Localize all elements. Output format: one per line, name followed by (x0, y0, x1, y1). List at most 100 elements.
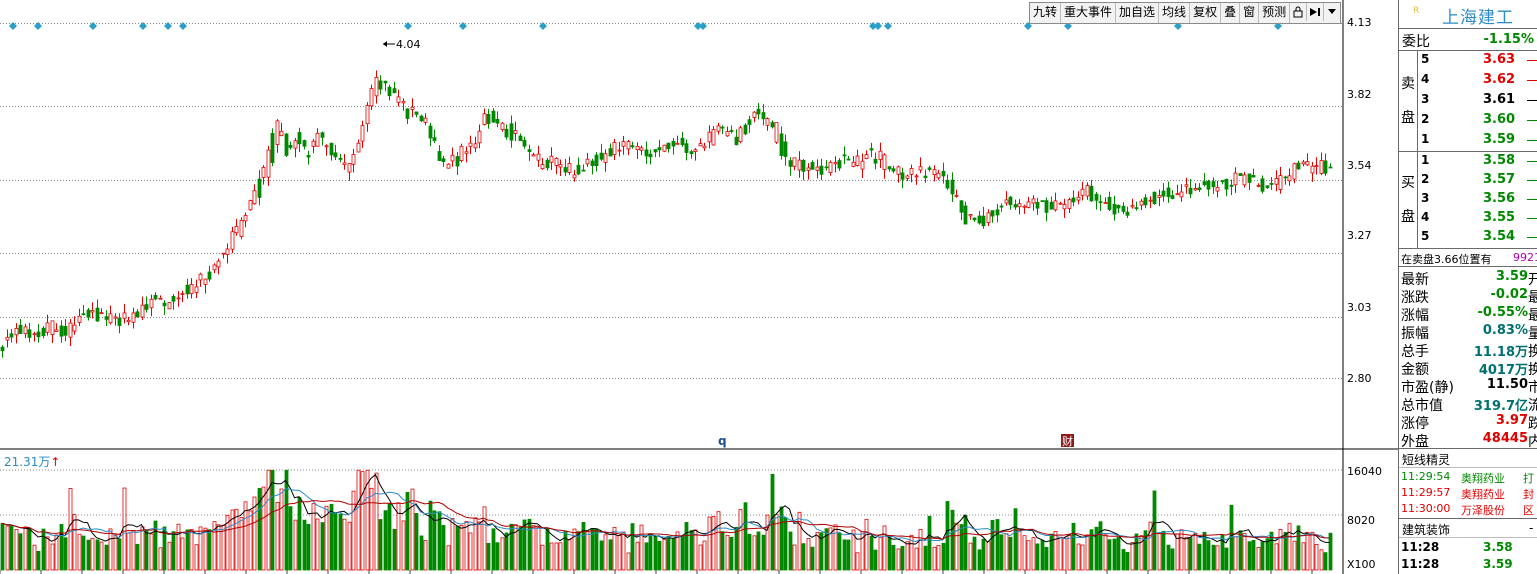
short-term-sprite-title[interactable]: 短线精灵 (1399, 448, 1537, 468)
volume-bar-down (1224, 547, 1229, 571)
volume-ma-line (1, 488, 1330, 543)
candle-up (882, 154, 887, 170)
volume-bar-down (414, 513, 419, 571)
kline-chart-area[interactable]: 4.04 q 财 九转 重大事件 加自选 均线 复权 叠 窗 预测 4.13 3.8… (0, 0, 1398, 574)
volume-bar-up (1067, 534, 1072, 571)
volume-bar-up (239, 517, 244, 571)
candle-up (914, 175, 919, 178)
volume-bar-down (747, 533, 752, 571)
volume-bar-up (617, 535, 622, 571)
volume-bar-up (446, 545, 451, 571)
volume-bar-down (1035, 543, 1040, 571)
event-diamond-icon (699, 22, 707, 30)
volume-bar-up (1022, 535, 1027, 571)
candle-up (396, 96, 401, 103)
candle-up (158, 297, 163, 300)
volume-bar-down (734, 526, 739, 571)
candle-up (1193, 188, 1198, 191)
window-button[interactable]: 窗 (1240, 3, 1260, 23)
event-diamond-icon (1274, 22, 1282, 30)
volume-bar-up (954, 522, 959, 571)
buy-price[interactable]: 3.57 (1483, 172, 1516, 187)
sell-price[interactable]: 3.62 (1483, 72, 1516, 87)
volume-bar-down (1094, 526, 1099, 571)
sell-price[interactable]: 3.63 (1483, 52, 1516, 67)
moving-average-button[interactable]: 均线 (1159, 3, 1191, 23)
candle-down (981, 215, 986, 227)
candle-up (1301, 161, 1306, 165)
candlestick-chart[interactable]: 4.04 q 财 (0, 0, 1398, 574)
volume-bar-up (167, 541, 172, 571)
volume-bar-up (909, 534, 914, 571)
buy-volume-bar (1527, 161, 1537, 162)
candle-up (473, 143, 478, 149)
stock-name[interactable]: 上海建工 (1442, 8, 1514, 28)
candle-down (1098, 201, 1103, 204)
add-watchlist-button[interactable]: 加自选 (1116, 3, 1160, 23)
volume-bar-down (1265, 538, 1270, 571)
candle-up (131, 312, 136, 323)
buy-price[interactable]: 3.54 (1483, 229, 1516, 244)
volume-bar-up (198, 526, 203, 571)
sprite-row[interactable]: 11:29:54 奥翔药业 打 (1399, 468, 1537, 485)
volume-bar-up (374, 472, 379, 571)
volume-bar-up (1058, 536, 1063, 571)
quote-value: 4017万 (1478, 363, 1528, 378)
sell-price[interactable]: 3.60 (1483, 112, 1516, 127)
buy-price[interactable]: 3.55 (1483, 210, 1516, 225)
jump-end-icon[interactable] (1307, 3, 1325, 21)
volume-bar-down (1229, 504, 1234, 571)
volume-bar-up (477, 521, 482, 571)
lock-icon[interactable] (1290, 3, 1308, 21)
adjust-rights-button[interactable]: 复权 (1190, 3, 1222, 23)
event-diamond-icon (869, 22, 877, 30)
quote-row: 涨跌 -0.02最 (1399, 286, 1537, 306)
candle-down (1049, 201, 1054, 210)
quote-extra-label: 市 (1528, 377, 1537, 397)
dropdown-icon[interactable] (1324, 3, 1340, 21)
sell-volume-bar (1527, 100, 1537, 101)
volume-bar-up (806, 538, 811, 571)
volume-bar-up (1179, 529, 1184, 571)
candle-up (1157, 195, 1162, 198)
volume-bar-down (63, 537, 68, 571)
nine-turn-button[interactable]: 九转 (1030, 3, 1062, 23)
major-events-button[interactable]: 重大事件 (1061, 3, 1117, 23)
buy-price[interactable]: 3.58 (1483, 153, 1516, 168)
quote-value: 319.7亿 (1473, 399, 1528, 414)
volume-bar-down (927, 515, 932, 571)
sector-title[interactable]: 建筑装饰 - (1399, 518, 1537, 538)
overlay-button[interactable]: 叠 (1221, 3, 1241, 23)
volume-bar-down (270, 469, 275, 571)
volume-bar-down (1323, 552, 1328, 571)
candle-down (144, 304, 149, 310)
volume-bar-up (558, 542, 563, 571)
candle-up (108, 313, 113, 324)
volume-bar-down (941, 542, 946, 571)
candle-up (864, 154, 869, 159)
candle-up (1314, 165, 1319, 167)
volume-bar-down (999, 534, 1004, 571)
sprite-row[interactable]: 11:29:57 奥翔药业 封 (1399, 484, 1537, 501)
event-diamond-icon (139, 22, 147, 30)
candle-up (221, 252, 226, 255)
candle-down (81, 313, 86, 316)
volume-bar-up (356, 469, 361, 571)
candle-down (1220, 180, 1225, 183)
quote-label: 涨停 (1401, 416, 1429, 432)
sprite-row[interactable]: 11:30:00 万泽股份 区 (1399, 500, 1537, 517)
candle-up (693, 149, 698, 152)
forecast-button[interactable]: 预测 (1259, 3, 1291, 23)
candle-up (635, 145, 640, 151)
candle-up (1184, 184, 1189, 187)
sell-price[interactable]: 3.59 (1483, 132, 1516, 147)
candle-down (1260, 178, 1265, 192)
sell-price[interactable]: 3.61 (1483, 92, 1516, 107)
order-note[interactable]: 在卖盘3.66位置有 9921 (1399, 249, 1537, 267)
candle-up (896, 166, 901, 175)
candle-up (360, 125, 365, 142)
volume-bar-down (162, 526, 167, 571)
candle-up (711, 129, 716, 146)
candle-down (95, 307, 100, 322)
buy-price[interactable]: 3.56 (1483, 191, 1516, 206)
